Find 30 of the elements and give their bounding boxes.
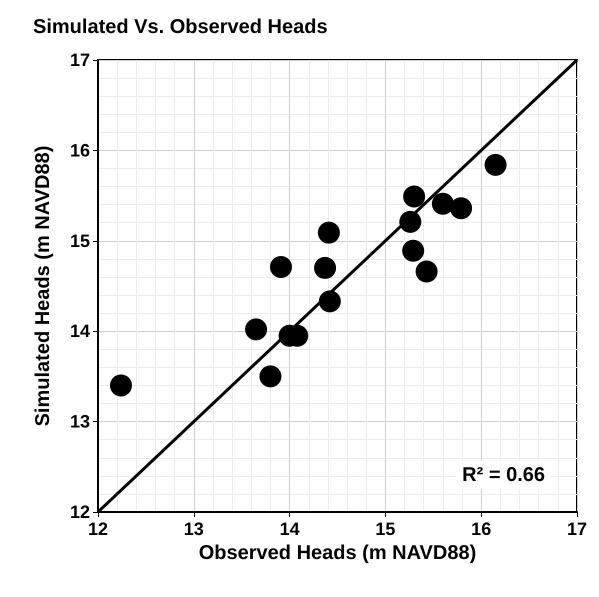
y-tick-label: 13 bbox=[70, 412, 90, 432]
point bbox=[399, 210, 422, 233]
point bbox=[318, 290, 341, 312]
point bbox=[450, 197, 472, 220]
point bbox=[270, 256, 292, 278]
point bbox=[416, 260, 438, 283]
x-tick-label: 17 bbox=[566, 519, 588, 539]
x-tick-label: 12 bbox=[88, 519, 108, 539]
chart-title: Simulated Vs. Observed Heads bbox=[33, 16, 328, 38]
point bbox=[245, 318, 268, 340]
annotation: R² = 0.66 bbox=[462, 464, 546, 486]
y-axis-title: Simulated Heads (m NAVD88) bbox=[32, 146, 54, 426]
x-axis-title: Observed Heads (m NAVD88) bbox=[198, 542, 476, 564]
y-tick-label: 16 bbox=[70, 140, 90, 160]
y-tick-label: 17 bbox=[70, 50, 90, 70]
point bbox=[432, 192, 454, 215]
x-tick-label: 13 bbox=[184, 519, 204, 539]
point bbox=[403, 186, 426, 208]
point bbox=[318, 222, 340, 244]
point bbox=[484, 154, 507, 176]
point bbox=[314, 256, 336, 279]
x-tick-label: 14 bbox=[280, 519, 300, 539]
point bbox=[402, 240, 424, 262]
point bbox=[259, 365, 282, 388]
point bbox=[110, 374, 132, 396]
y-tick-label: 12 bbox=[70, 502, 90, 522]
y-tick-label: 14 bbox=[70, 321, 90, 342]
x-tick-label: 15 bbox=[375, 519, 396, 539]
x-tick-label: 16 bbox=[471, 519, 492, 539]
y-tick-label: 15 bbox=[70, 230, 90, 251]
